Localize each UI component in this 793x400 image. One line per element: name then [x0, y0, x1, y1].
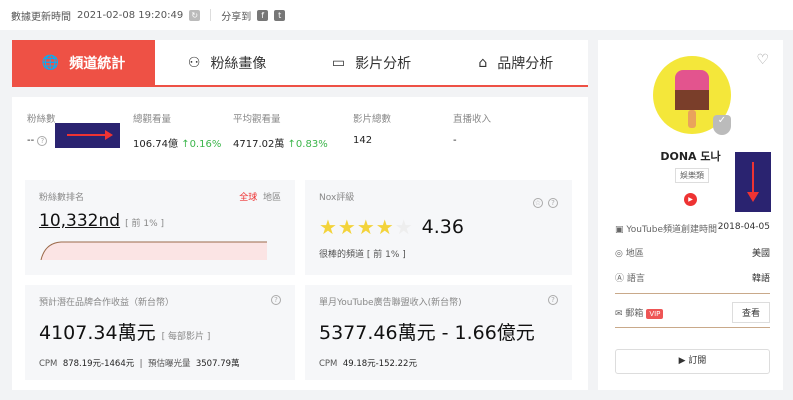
exposure-label: 預估曝光量 [147, 359, 191, 369]
divider [210, 9, 212, 21]
ad-income-card: 單月YouTube廣告聯盟收入(新台幣)? 5377.46萬元 - 1.66億元… [305, 285, 572, 380]
stat-label: 粉絲數 [27, 114, 56, 125]
facebook-icon[interactable]: f [257, 9, 269, 21]
region-row: ◎ 地區 美國 [615, 246, 770, 259]
globe-icon: 🌐 [41, 54, 60, 71]
stat-subscribers: 粉絲數 -- ? [27, 111, 127, 150]
stat-label: 直播收入 [453, 114, 492, 125]
cpm-label: CPM [39, 359, 58, 369]
help-icon[interactable]: ? [548, 295, 558, 305]
card-title: 預計潛在品牌合作收益（新台幣） [39, 298, 175, 308]
email-row: ✉ 郵箱 VIP 查看 [615, 302, 770, 323]
stat-value: 4717.02萬 [233, 139, 285, 150]
region-value: 美國 [751, 249, 770, 259]
tab-brand-analysis[interactable]: ⌂ 品牌分析 [444, 40, 588, 85]
rank-card: 粉絲數排名 全球 地區 10,332nd [ 前 1% ] [25, 180, 295, 275]
tab-bar: 🌐 頻道統計 ⚇ 粉絲畫像 ▭ 影片分析 ⌂ 品牌分析 [12, 40, 588, 87]
youtube-icon[interactable]: ▶ [684, 193, 697, 206]
help-icon[interactable]: ? [271, 295, 281, 305]
subscribe-button[interactable]: ▶ 訂閱 [615, 349, 770, 374]
update-label: 數據更新時間 [11, 11, 71, 23]
divider [615, 327, 770, 328]
created-label: YouTube頻道創建時間 [626, 225, 717, 235]
created-value: 2018-04-05 [717, 222, 770, 232]
card-title: 單月YouTube廣告聯盟收入(新台幣) [319, 298, 462, 308]
help-icon[interactable]: ? [37, 136, 48, 146]
tab-label: 粉絲畫像 [210, 55, 267, 72]
help-icon[interactable]: ? [548, 198, 558, 208]
cpm-value: 878.19元-1464元 [62, 359, 135, 369]
card-title: 粉絲數排名 [39, 193, 85, 203]
language-icon: Ⓐ [615, 274, 625, 284]
lang-value: 韓語 [751, 274, 770, 284]
users-icon: ⚇ [187, 54, 201, 71]
tab-fan-profile[interactable]: ⚇ 粉絲畫像 [155, 40, 299, 85]
category-tag[interactable]: 娛樂類 [675, 168, 709, 183]
tab-video-analysis[interactable]: ▭ 影片分析 [299, 40, 443, 85]
exposure-value: 3507.79萬 [195, 359, 240, 369]
mail-icon: ✉ [615, 309, 623, 319]
brand-income-suffix: [ 每部影片 ] [161, 332, 211, 342]
cpm-label: CPM [319, 359, 338, 369]
stat-total-views: 總觀看量 106.74億 ↑0.16% [133, 111, 233, 150]
rank-trend-chart [40, 241, 267, 261]
email-label: 郵箱 [625, 309, 644, 319]
language-row: Ⓐ 語言 韓語 [615, 271, 770, 284]
lang-label: 語言 [626, 274, 645, 284]
stat-label: 影片總數 [353, 114, 392, 125]
divider [615, 293, 770, 294]
region-toggle[interactable]: 地區 [262, 193, 281, 203]
rating-value: 4.36 [421, 216, 464, 238]
created-row: ▣ YouTube頻道創建時間 2018-04-05 [615, 222, 770, 235]
vip-badge: VIP [646, 309, 664, 319]
annotation-arrow-right [55, 123, 120, 148]
star-rating: ★★★★★ [319, 215, 414, 239]
video-icon: ▭ [331, 54, 346, 71]
brand-income-card: 預計潛在品牌合作收益（新台幣）? 4107.34萬元 [ 每部影片 ] CPM … [25, 285, 295, 380]
stat-label: 總觀看量 [133, 114, 172, 125]
location-icon: ◎ [615, 249, 623, 259]
topbar: 數據更新時間 2021-02-08 19:20:49 ↻ 分享到 f t [0, 0, 793, 30]
card-title: Nox評級 [319, 193, 355, 203]
verified-shield-icon: ✓ [713, 115, 731, 135]
rank-percentile: [ 前 1% ] [125, 219, 165, 229]
tab-label: 頻道統計 [69, 55, 126, 72]
update-time: 2021-02-08 19:20:49 [77, 9, 184, 21]
rank-value[interactable]: 10,332nd [39, 211, 121, 231]
stat-value: 106.74億 [133, 139, 178, 150]
stat-live-income: 直播收入 - [453, 111, 553, 150]
brand-icon: ⌂ [478, 54, 488, 71]
region-label: 地區 [625, 249, 644, 259]
stat-change: ↑0.16% [181, 139, 222, 150]
brand-income-value: 4107.34萬元 [39, 322, 156, 344]
global-toggle[interactable]: 全球 [239, 193, 258, 203]
tab-label: 品牌分析 [497, 55, 554, 72]
annotation-arrow-down [735, 152, 771, 212]
rating-desc: 很棒的頻道 [ 前 1% ] [319, 250, 406, 260]
stat-label: 平均觀看量 [233, 114, 281, 125]
stat-value: - [453, 135, 457, 146]
channel-name: DONA 도나 [660, 150, 721, 163]
subscribe-label: 訂閱 [688, 356, 707, 366]
tab-label: 影片分析 [355, 55, 412, 72]
twitter-icon[interactable]: t [274, 9, 286, 21]
stat-change: ↑0.83% [287, 139, 328, 150]
cpm-value: 49.18元-152.22元 [342, 359, 417, 369]
ad-income-value: 5377.46萬元 - 1.66億元 [319, 322, 535, 344]
stat-value: -- [27, 135, 35, 146]
badge-icon[interactable]: ☆ [532, 198, 543, 208]
view-email-button[interactable]: 查看 [731, 302, 770, 323]
stat-video-count: 影片總數 142 [353, 111, 453, 150]
share-label: 分享到 [221, 11, 252, 23]
profile-panel: ♡ ✓ DONA 도나 娛樂類 ▶ ▣ YouTube頻道創建時間 2018-04… [598, 40, 783, 390]
refresh-icon[interactable]: ↻ [189, 9, 201, 21]
tab-channel-stats[interactable]: 🌐 頻道統計 [12, 40, 155, 85]
stats-row: 粉絲數 -- ? 總觀看量 106.74億 ↑0.16% 平均觀看量 4717.02萬… [12, 97, 588, 150]
stat-value: 142 [353, 135, 373, 146]
stat-avg-views: 平均觀看量 4717.02萬 ↑0.83% [233, 111, 353, 150]
heart-icon[interactable]: ♡ [756, 52, 769, 68]
nox-card: Nox評級 ☆ ? ★★★★★ 4.36 很棒的頻道 [ 前 1% ] [305, 180, 572, 275]
calendar-icon: ▣ [615, 225, 624, 235]
play-icon: ▶ [678, 356, 686, 366]
